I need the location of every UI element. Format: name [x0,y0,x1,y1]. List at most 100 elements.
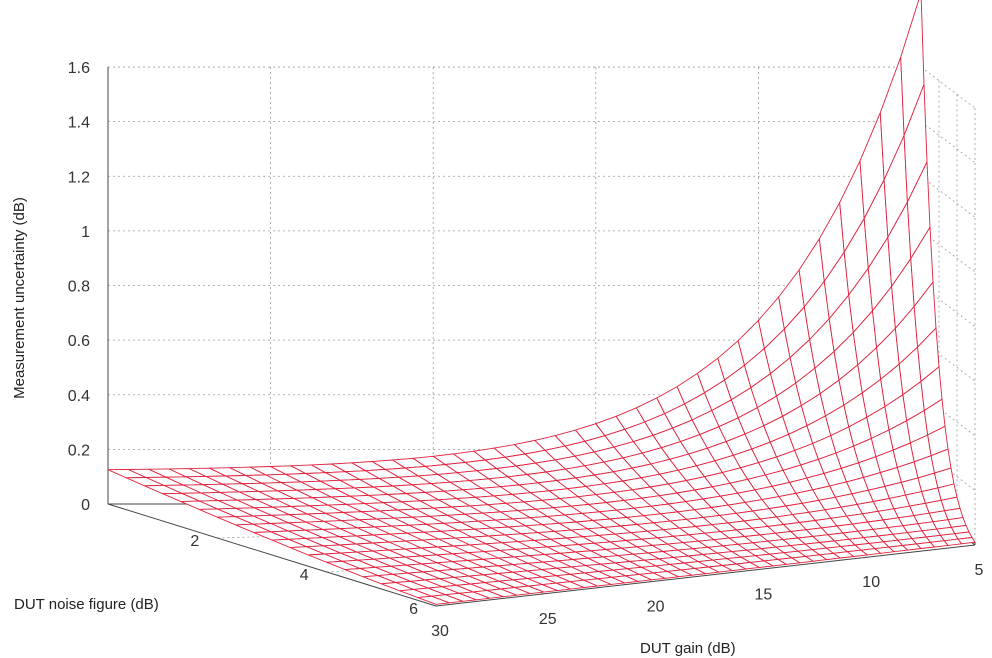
surface-patch [637,522,664,532]
surface-patch [878,508,899,520]
surface-patch [925,500,945,514]
surface-patch [593,519,621,528]
surface-patch [678,548,703,556]
surface-patch [508,474,539,485]
surface-patch [848,268,873,333]
surface-patch [659,557,685,565]
surface-patch [385,468,419,478]
surface-patch [359,519,392,527]
surface-patch [421,554,453,563]
surface-patch [582,535,611,544]
surface-patch [485,581,515,589]
surface-patch [571,565,599,573]
surface-patch [883,540,903,548]
surface-patch [897,538,917,546]
surface-patch [857,501,879,514]
surface-patch [357,527,391,535]
surface-patch [229,467,266,476]
surface-patch [653,571,679,579]
surface-patch [681,568,706,576]
surface-patch [806,527,828,537]
surface-patch [818,453,842,474]
surface-patch [951,525,969,534]
surface-patch [373,550,406,559]
surface-patch [342,560,376,569]
surface-patch [594,447,624,463]
surface-patch [684,392,712,420]
surface-patch [840,545,862,552]
x-tick-label: 15 [755,586,773,603]
surface-patch [852,522,873,532]
surface-patch [475,495,506,505]
surface-patch [351,461,386,471]
surface-patch [291,505,326,514]
surface-patch [513,563,543,571]
z-axis-label: Measurement uncertainty (dB) [11,197,28,399]
surface-patch [217,516,254,525]
surface-patch [563,544,591,552]
surface-patch [812,486,836,501]
surface-patch [933,519,952,530]
surface-patch [340,552,374,561]
gridline-z-side [920,66,976,109]
surface-patch [571,504,600,514]
surface-patch [506,501,536,511]
surface-patch [311,464,346,473]
surface-patch [586,564,614,572]
surface-patch [770,357,796,397]
surface-patch [830,426,854,453]
surface-patch [428,586,460,595]
surface-patch [858,456,881,478]
surface-patch [487,589,517,597]
surface-patch [256,499,292,508]
surface-patch [814,351,839,394]
surface-patch [425,578,457,587]
surface-patch [508,525,538,534]
surface-patch [288,530,323,539]
surface-patch [880,467,902,487]
surface-patch [473,590,504,599]
surface-patch [394,517,427,526]
surface-patch [513,517,543,526]
surface-patch [696,460,723,477]
surface-patch [470,582,501,591]
surface-patch [907,530,927,539]
surface-patch [350,495,384,504]
surface-patch [488,503,519,512]
surface-patch [322,536,357,545]
surface-patch [610,540,638,549]
surface-patch [590,549,619,557]
surface-patch [730,479,755,494]
surface-patch [374,526,408,535]
surface-patch [688,554,713,562]
surface-patch [610,517,638,526]
surface-patch [918,473,938,492]
surface-patch [359,478,393,487]
surface-patch [846,513,868,525]
surface-patch [737,489,763,503]
surface-patch [491,527,522,535]
surface-patch [325,512,360,521]
surface-patch [769,506,793,517]
surface-patch [390,533,423,542]
surface-patch [618,554,645,562]
gridline-z-side [920,121,976,163]
surface-patch [907,162,930,259]
surface-patch [801,393,826,426]
surface-patch [392,525,425,534]
surface-patch [441,530,472,539]
surface-patch [406,492,439,501]
surface-patch [452,552,484,561]
surface-patch [841,462,864,482]
surface-patch [483,573,514,582]
surface-patch [439,577,471,586]
surface-patch [813,534,835,543]
surface-patch [566,536,595,545]
surface-patch [478,520,509,529]
surface-patch [162,493,200,502]
surface-patch [611,575,639,583]
surface-patch [368,494,402,503]
surface-patch [587,527,616,536]
surface-patch [527,569,557,578]
surface-patch [555,430,585,447]
